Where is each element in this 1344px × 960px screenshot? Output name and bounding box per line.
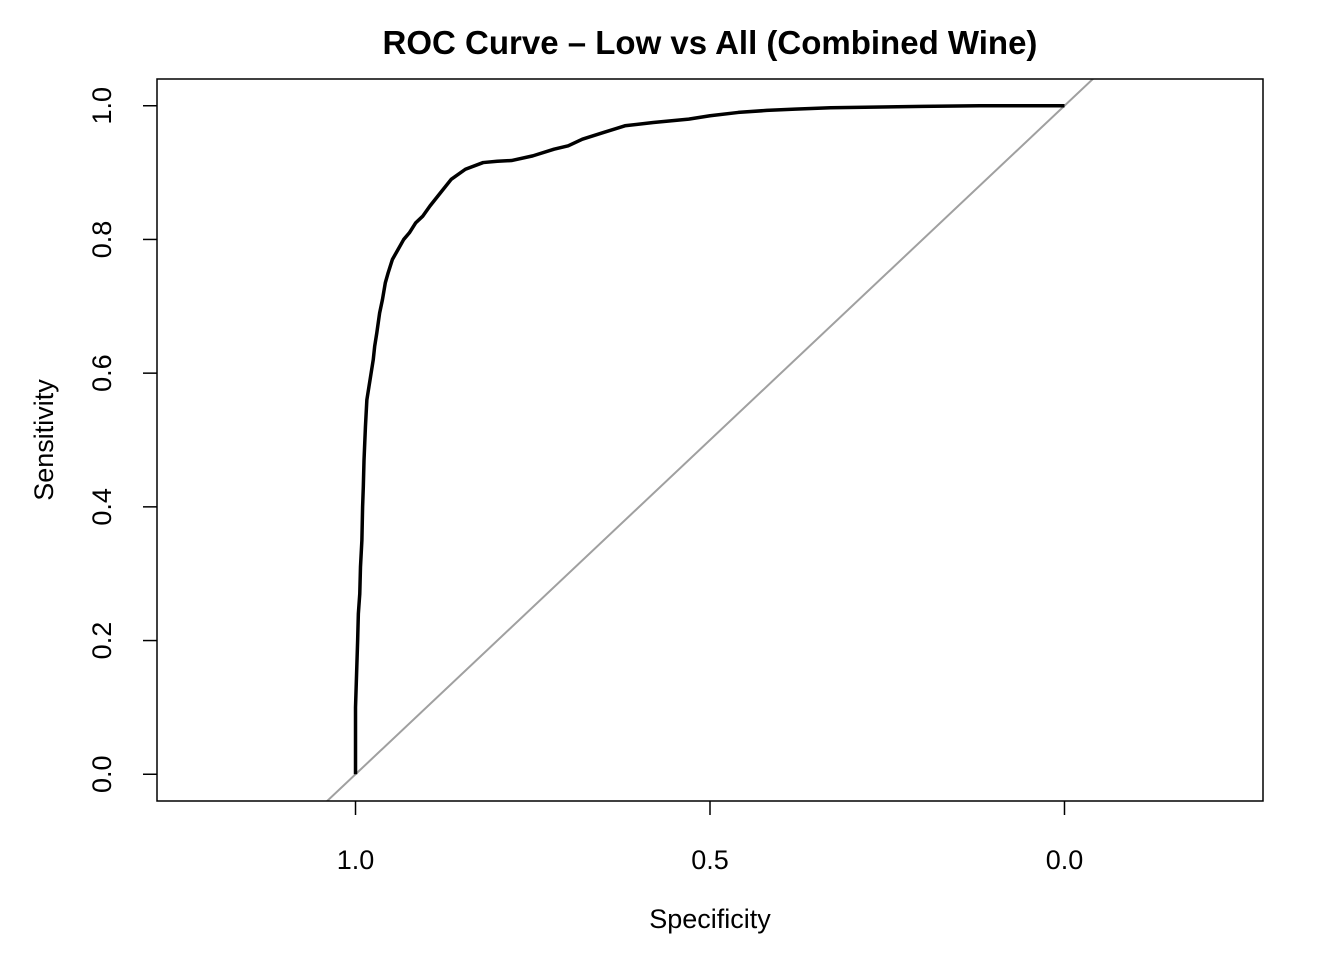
y-axis: 0.0 0.2 0.4 0.6 0.8 1.0 (87, 87, 157, 793)
reference-diagonal-line (325, 79, 1095, 801)
chart-title: ROC Curve – Low vs All (Combined Wine) (383, 24, 1038, 61)
y-tick-label: 0.4 (87, 488, 117, 526)
y-tick-label: 0.0 (87, 755, 117, 793)
y-axis-label: Sensitivity (29, 379, 59, 501)
y-tick-label: 0.8 (87, 221, 117, 259)
roc-curve-line (353, 103, 1065, 775)
y-tick-label: 1.0 (87, 87, 117, 125)
x-tick-label: 0.5 (691, 845, 729, 875)
reference-line-layer (325, 79, 1095, 801)
series-layer (353, 103, 1065, 775)
y-tick-label: 0.2 (87, 622, 117, 660)
y-tick-label: 0.6 (87, 354, 117, 392)
x-tick-label: 0.0 (1046, 845, 1084, 875)
x-axis: 1.0 0.5 0.0 (337, 801, 1084, 875)
x-tick-label: 1.0 (337, 845, 375, 875)
x-axis-label: Specificity (649, 904, 771, 934)
